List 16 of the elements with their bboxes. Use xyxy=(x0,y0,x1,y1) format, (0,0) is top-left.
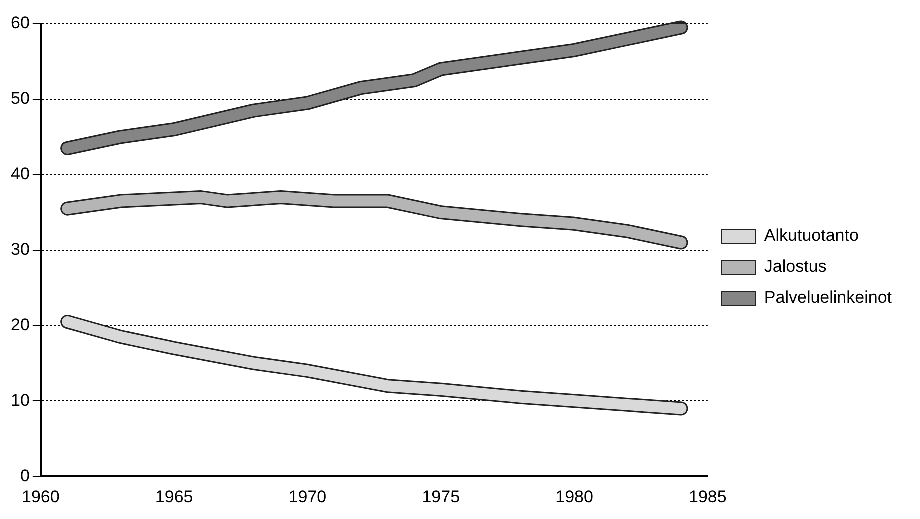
y-tick-label: 60 xyxy=(10,14,30,33)
x-tick-label: 1975 xyxy=(422,487,460,506)
x-tick-label: 1970 xyxy=(288,487,327,506)
y-tick-label: 20 xyxy=(10,315,30,334)
y-tick-label: 0 xyxy=(20,466,30,486)
legend-label: Jalostus xyxy=(764,257,827,276)
legend-label: Palveluelinkeinot xyxy=(764,288,892,308)
x-tick-label: 1980 xyxy=(556,487,594,506)
x-tick-label: 1965 xyxy=(155,487,194,506)
x-tick-label: 1985 xyxy=(689,487,727,506)
y-tick-label: 30 xyxy=(10,240,30,259)
legend-label: Alkutuotanto xyxy=(764,226,859,246)
y-tick-label: 10 xyxy=(10,390,30,410)
x-tick-label: 1960 xyxy=(22,487,60,506)
y-tick-label: 50 xyxy=(10,89,30,108)
y-tick-label: 40 xyxy=(10,164,30,184)
